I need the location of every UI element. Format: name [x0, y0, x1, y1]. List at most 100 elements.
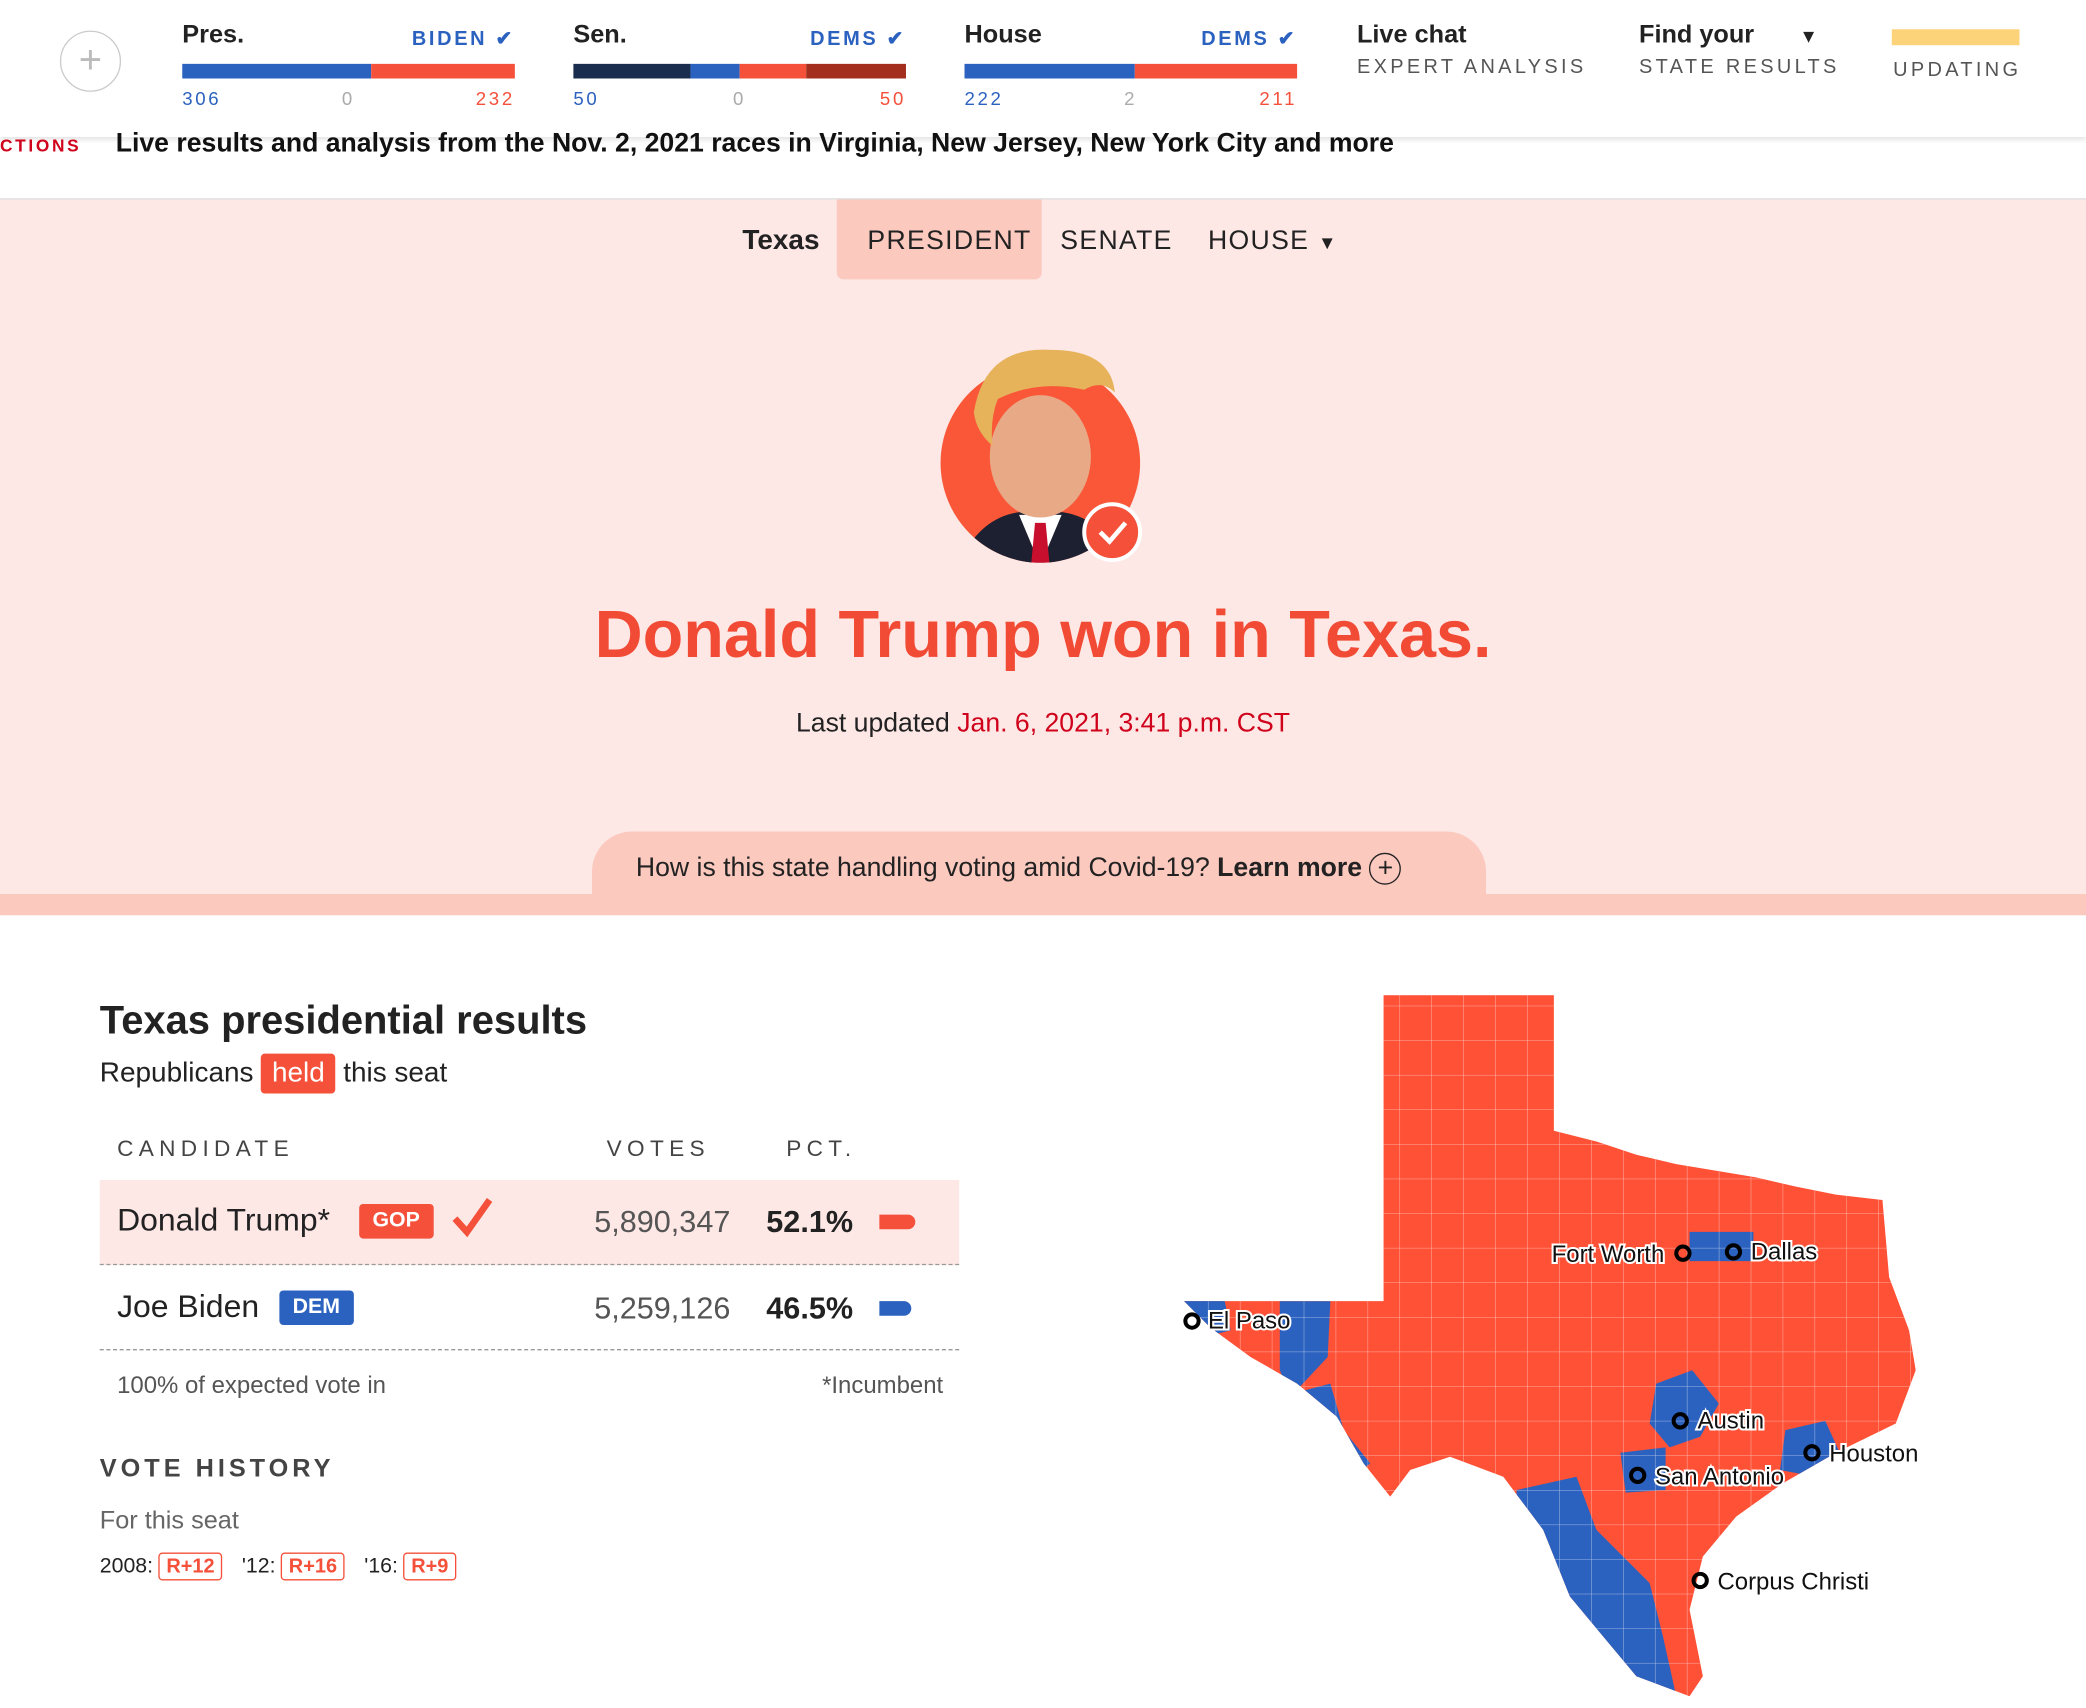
other-count: 0 [341, 87, 355, 110]
gop-bar [1134, 63, 1298, 79]
leader: DEMS ✔ [1201, 27, 1298, 51]
link-title: Live chat [1356, 21, 1467, 50]
house-score[interactable]: House DEMS ✔ 222 2 211 [964, 21, 1298, 114]
covid-link[interactable]: Learn more [1217, 853, 1363, 883]
seat-held: held [261, 1053, 336, 1094]
race-label: Sen. [573, 21, 627, 50]
check-mark [452, 1198, 493, 1238]
dem-count: 222 [964, 87, 1004, 110]
winner-check [452, 1198, 493, 1238]
city-label: Austin [1698, 1407, 1765, 1434]
city-markers [1183, 1243, 1821, 1590]
city-labels: Fort Worth Dallas El Paso Austin Houston… [1206, 1237, 1920, 1598]
divider [0, 198, 2086, 200]
gop-count: 211 [1259, 87, 1298, 110]
result-row [99, 1180, 960, 1266]
status: UPDATING [1893, 58, 2022, 82]
history-subtitle: For this seat [99, 1507, 239, 1536]
updated-label: Last updated [795, 709, 950, 739]
dem-bar [182, 63, 372, 79]
candidate-photo [940, 349, 1143, 563]
senate-score[interactable]: Sen. DEMS ✔ 50 0 50 [573, 21, 906, 114]
history-margin: R+12 [158, 1552, 223, 1581]
city-label: San Antonio [1655, 1463, 1784, 1490]
candidate-name: Joe Biden [117, 1289, 260, 1326]
state-results-link[interactable]: Find your ▼ STATE RESULTS [1639, 21, 1840, 78]
covid-question: How is this state handling voting amid C… [635, 853, 1210, 883]
other-count: 0 [733, 87, 747, 110]
leader: DEMS ✔ [810, 27, 906, 51]
city-label: Fort Worth [1552, 1241, 1665, 1268]
history-year: 2008: [99, 1555, 154, 1578]
party-badge: DEM [279, 1290, 354, 1326]
dem-bar [964, 63, 1135, 79]
history-margin: R+9 [403, 1552, 457, 1581]
headline: Donald Trump won in Texas. [594, 597, 1492, 672]
other-count: 2 [1124, 87, 1138, 110]
portrait [957, 349, 1125, 563]
seat-party: Republicans [99, 1057, 254, 1089]
dem-bar [690, 63, 740, 79]
column-header: PCT. [786, 1136, 857, 1162]
live-chat-link[interactable]: Live chat EXPERT ANALYSIS [1357, 21, 1587, 78]
history-margin: R+16 [280, 1552, 346, 1581]
pct-bar [879, 1214, 916, 1230]
dem-count: 50 [573, 87, 600, 110]
incumbent-note: *Incumbent [822, 1371, 944, 1399]
history-title: VOTE HISTORY [99, 1455, 335, 1484]
dem-bar [573, 63, 691, 79]
expand-button[interactable]: + [59, 30, 122, 92]
leader-text: BIDEN [411, 27, 488, 51]
city-label: Dallas [1751, 1239, 1818, 1266]
state-shape [1184, 995, 1916, 1697]
nav-state: Texas [742, 224, 820, 256]
nav-tab-active[interactable] [836, 199, 1042, 280]
nav-tab[interactable]: SENATE [1060, 226, 1173, 256]
hero-band [0, 894, 2086, 916]
gop-bar [806, 63, 906, 79]
nav-tab[interactable]: PRESIDENT [867, 226, 1032, 256]
winner-check [1082, 502, 1143, 563]
pres-score[interactable]: Pres. BIDEN ✔ 306 0 232 [182, 21, 515, 114]
city-label: El Paso [1208, 1308, 1291, 1335]
county-map: Fort Worth Dallas El Paso Austin Houston… [1183, 995, 1920, 1697]
gop-count: 50 [879, 87, 906, 110]
vote-count: 5,259,126 [594, 1290, 731, 1326]
link-title: Find your ▼ [1639, 21, 1840, 50]
leader: BIDEN ✔ [411, 27, 515, 51]
covid-tab[interactable] [592, 831, 1487, 898]
column-header: CANDIDATE [117, 1136, 294, 1162]
column-header: VOTES [606, 1136, 710, 1162]
city-label: Houston [1829, 1441, 1918, 1468]
ticker-label: CTIONS [0, 135, 82, 156]
leader-text: DEMS [810, 27, 879, 51]
reporting: 100% of expected vote in [117, 1371, 386, 1399]
seat-text: this seat [343, 1057, 448, 1089]
ticker-text[interactable]: Live results and analysis from the Nov. … [115, 129, 1394, 159]
history-year: '12: [241, 1555, 276, 1578]
history-list: 2008: R+12 '12: R+16 '16: R+9 [99, 1552, 470, 1581]
race-label: House [964, 21, 1042, 50]
results-title: Texas presidential results [99, 999, 588, 1044]
nav-tab[interactable]: HOUSE ▼ [1208, 226, 1338, 257]
pct-bar [879, 1301, 912, 1316]
link-title-text: Find your [1639, 21, 1755, 50]
check-mark [1098, 521, 1128, 545]
gop-bar [371, 63, 515, 79]
updated-time: Jan. 6, 2021, 3:41 p.m. CST [957, 709, 1291, 739]
vote-count: 5,890,347 [594, 1203, 731, 1239]
nav-tab-text: HOUSE [1207, 226, 1310, 256]
vote-pct: 46.5% [766, 1290, 854, 1326]
plus-icon: + [1369, 852, 1402, 885]
vote-pct: 52.1% [766, 1203, 854, 1239]
link-subtitle: STATE RESULTS [1639, 55, 1840, 79]
covid-prompt[interactable]: How is this state handling voting amid C… [635, 852, 1402, 885]
result-row [99, 1264, 960, 1351]
race-label: Pres. [182, 21, 245, 50]
last-updated: Last updated Jan. 6, 2021, 3:41 p.m. CST [0, 709, 2086, 740]
history-year: '16: [364, 1555, 398, 1578]
county-lines [1184, 995, 1916, 1697]
candidate-name: Donald Trump* [117, 1202, 331, 1239]
